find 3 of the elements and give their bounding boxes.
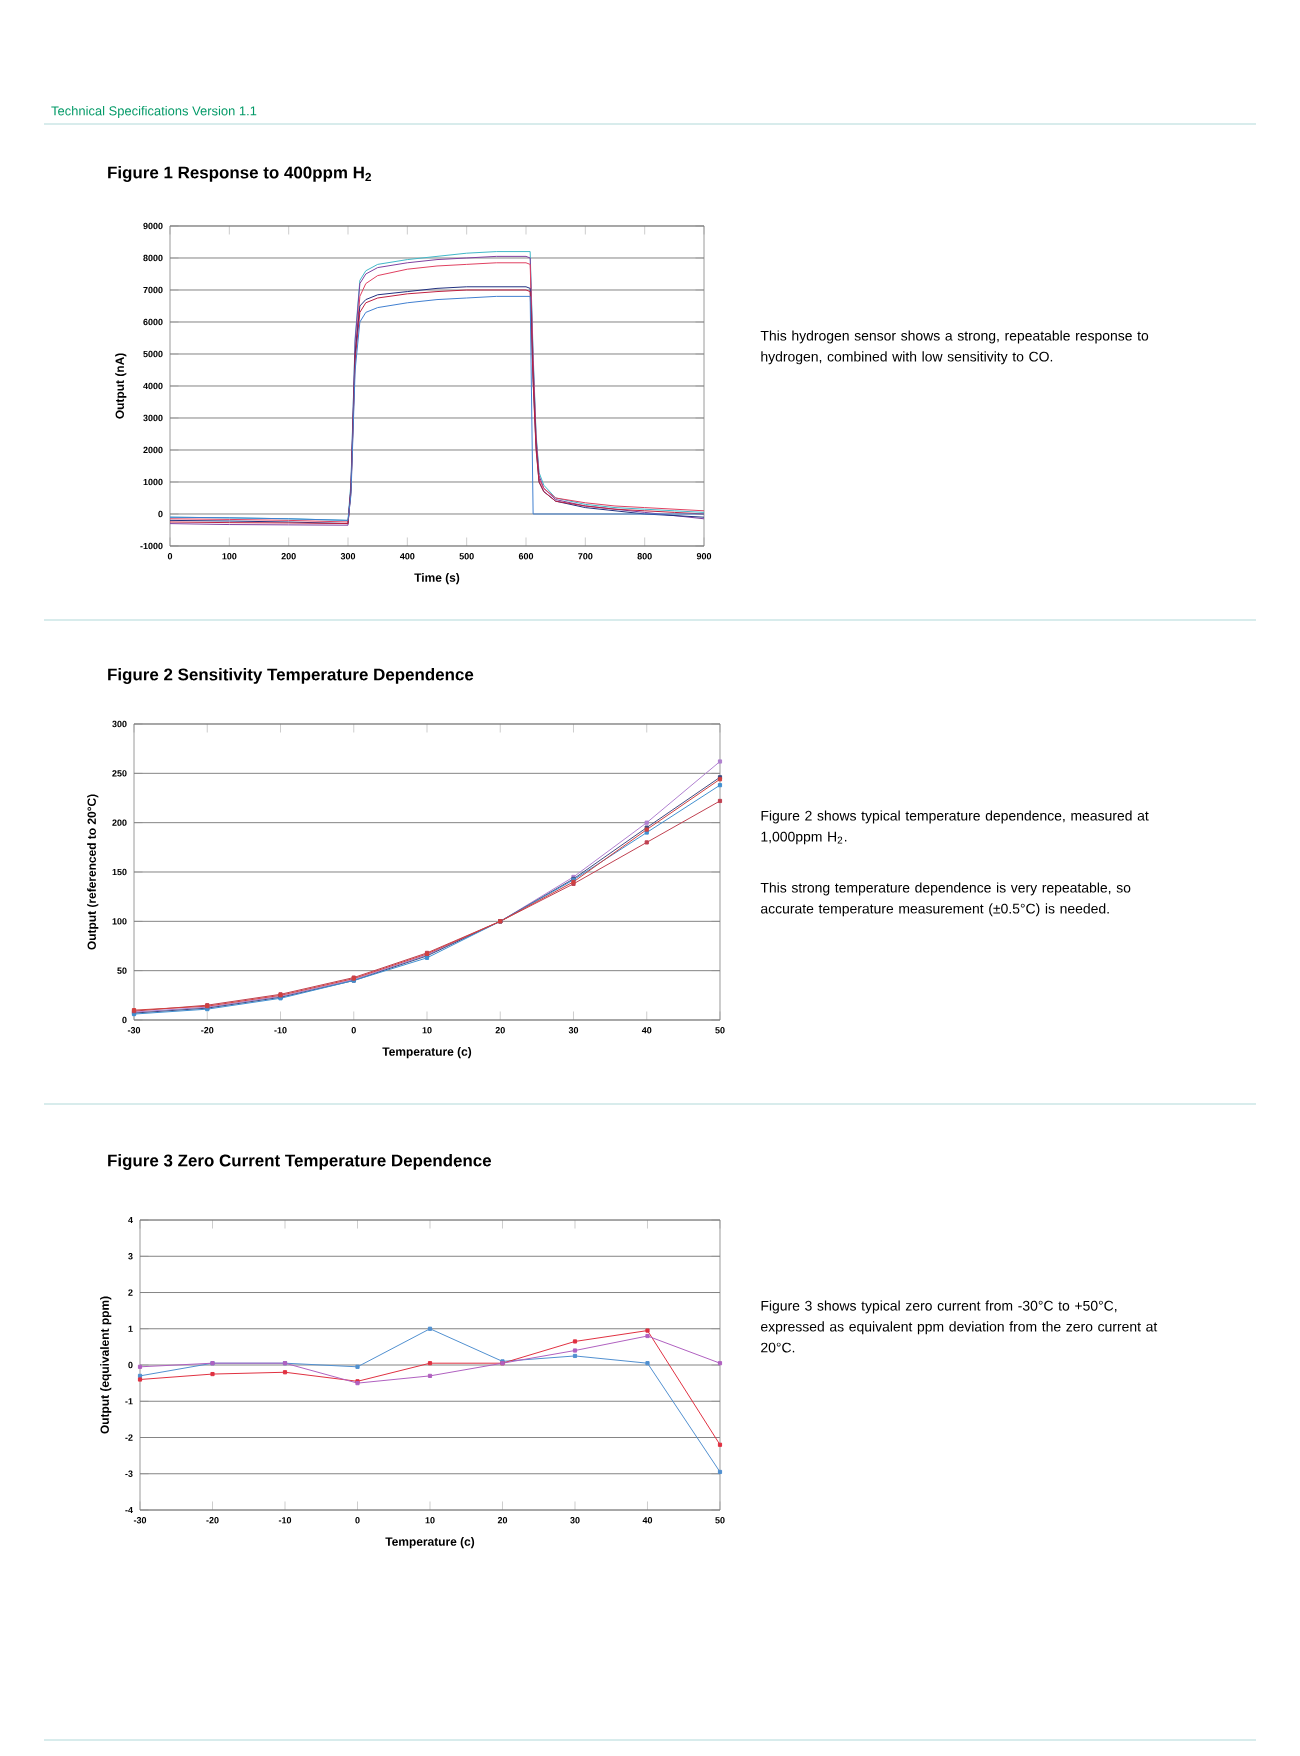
chart-title: Figure 1 Response to 400ppm H$_{2}$ [108,166,372,182]
chart-title: Figure 3 Zero Current Temperature Dependence [108,1154,492,1170]
chart-title: Figure 2 Sensitivity Temperature Dependence [108,668,474,684]
